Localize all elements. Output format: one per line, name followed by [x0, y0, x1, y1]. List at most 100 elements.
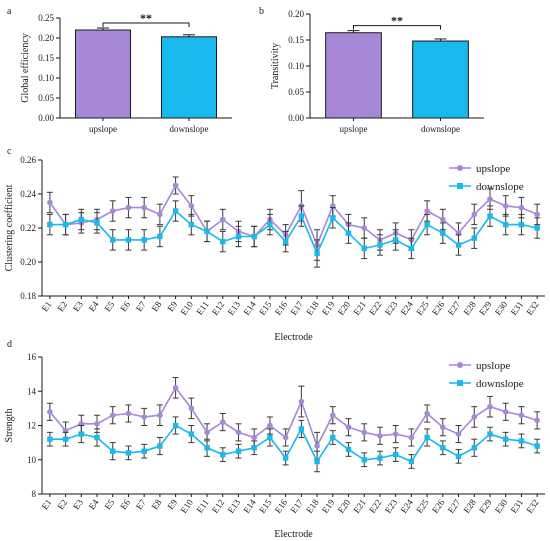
point-downslope-E4 — [94, 434, 100, 441]
point-downslope-E8 — [157, 443, 163, 449]
x-tick-label-E12: E12 — [210, 497, 227, 515]
panel-label-a: a — [7, 6, 12, 17]
point-downslope-E11 — [204, 445, 210, 451]
point-downslope-E8 — [157, 233, 163, 240]
x-tick-label-E28: E28 — [461, 497, 478, 515]
point-upslope-E8 — [157, 211, 163, 218]
point-upslope-E28 — [471, 414, 478, 420]
x-tick-label-E17: E17 — [288, 299, 305, 317]
x-tick-label-E20: E20 — [336, 299, 353, 317]
point-downslope-E10 — [188, 221, 195, 228]
point-downslope-E32 — [534, 443, 540, 449]
point-downslope-E30 — [503, 436, 509, 442]
x-tick-label-E7: E7 — [134, 497, 148, 511]
point-downslope-E21 — [361, 245, 367, 252]
x-tick-label-E29: E29 — [477, 299, 494, 317]
x-tick-label-E32: E32 — [524, 497, 541, 515]
x-tick-label-E14: E14 — [241, 299, 258, 317]
point-downslope-E26 — [440, 445, 446, 451]
significance-bracket — [353, 25, 441, 30]
bar-upslope — [325, 32, 382, 119]
point-downslope-E31 — [518, 438, 525, 444]
legend-label-downslope: downslope — [476, 378, 524, 390]
x-tick-label-E5: E5 — [102, 299, 116, 313]
x-tick-label-E13: E13 — [226, 299, 243, 317]
point-downslope-E27 — [455, 453, 462, 460]
point-downslope-E31 — [518, 221, 525, 228]
point-upslope-E8 — [157, 412, 163, 419]
point-downslope-E14 — [251, 445, 257, 451]
x-tick-label-E2: E2 — [55, 299, 69, 313]
point-upslope-E25 — [424, 410, 430, 417]
x-tick-label-E10: E10 — [178, 497, 195, 515]
point-downslope-E5 — [110, 237, 116, 243]
x-tick-label-E21: E21 — [351, 497, 368, 515]
point-downslope-E1 — [47, 436, 53, 442]
point-upslope-E14 — [251, 434, 258, 441]
point-downslope-E29 — [487, 213, 493, 219]
x-tick-label-E8: E8 — [150, 497, 164, 511]
x-tick-label-E4: E4 — [87, 497, 101, 511]
series-downslope — [46, 200, 541, 268]
y-axis-title: Global efficiency — [20, 33, 31, 103]
x-tick-label-E12: E12 — [210, 299, 227, 317]
point-downslope-E21 — [361, 457, 367, 463]
panel-label-c: c — [7, 146, 12, 157]
point-downslope-E6 — [125, 450, 132, 456]
x-tick-label-E10: E10 — [178, 299, 195, 317]
x-tick-label-E16: E16 — [273, 299, 290, 317]
x-tick-label-E13: E13 — [226, 497, 243, 515]
significance-marker: ** — [391, 14, 403, 28]
point-downslope-E2 — [62, 436, 69, 442]
x-tick-label-E15: E15 — [257, 299, 274, 317]
y-tick-label: 0.15 — [38, 53, 54, 63]
x-tick-label-E20: E20 — [336, 497, 353, 515]
point-upslope-E17 — [298, 398, 305, 405]
x-tick-label-E1: E1 — [40, 497, 54, 511]
y-tick-label: 0.26 — [20, 155, 36, 165]
point-downslope-E10 — [188, 431, 195, 437]
point-upslope-E18 — [314, 443, 320, 449]
bar-downslope — [412, 40, 469, 119]
x-tick-label-E4: E4 — [87, 299, 101, 313]
x-tick-label-E23: E23 — [383, 497, 400, 515]
y-tick-label: 12 — [27, 421, 36, 431]
series-upslope — [46, 377, 541, 461]
point-downslope-E24 — [408, 245, 415, 252]
point-downslope-E20 — [345, 446, 352, 453]
point-upslope-E26 — [440, 216, 446, 223]
point-downslope-E13 — [235, 233, 242, 240]
point-upslope-E11 — [204, 429, 210, 436]
x-tick-label-E31: E31 — [509, 497, 526, 515]
point-upslope-E10 — [188, 203, 195, 209]
x-tick-label-E18: E18 — [304, 497, 321, 515]
point-downslope-E6 — [125, 237, 132, 243]
point-upslope-E12 — [219, 216, 226, 223]
point-downslope-E20 — [345, 230, 352, 236]
x-tick-label-E8: E8 — [150, 299, 164, 313]
point-downslope-E22 — [377, 242, 383, 248]
x-tick-label-E11: E11 — [194, 299, 210, 316]
point-downslope-E2 — [62, 221, 69, 228]
y-tick-label: 0.10 — [288, 61, 304, 71]
x-tick-label-E5: E5 — [102, 497, 116, 511]
x-axis-title: Electrode — [274, 332, 313, 343]
x-tick-label-E27: E27 — [446, 299, 463, 317]
x-tick-label-E1: E1 — [40, 299, 54, 313]
y-tick-label: 0.05 — [38, 93, 54, 103]
x-tick-label-E31: E31 — [509, 299, 526, 317]
x-tick-label-E18: E18 — [304, 299, 321, 317]
x-tick-label-E19: E19 — [320, 299, 337, 317]
point-upslope-E15 — [267, 422, 273, 429]
y-tick-label: 0.15 — [288, 35, 304, 45]
x-tick-label-E27: E27 — [446, 497, 463, 515]
x-tick-label-E19: E19 — [320, 497, 337, 515]
x-tick-label-E22: E22 — [367, 497, 384, 515]
point-downslope-E12 — [220, 238, 226, 245]
point-upslope-E7 — [141, 204, 147, 211]
x-tick-label-E7: E7 — [134, 299, 148, 313]
point-downslope-E30 — [503, 221, 509, 228]
point-downslope-E15 — [267, 434, 273, 441]
